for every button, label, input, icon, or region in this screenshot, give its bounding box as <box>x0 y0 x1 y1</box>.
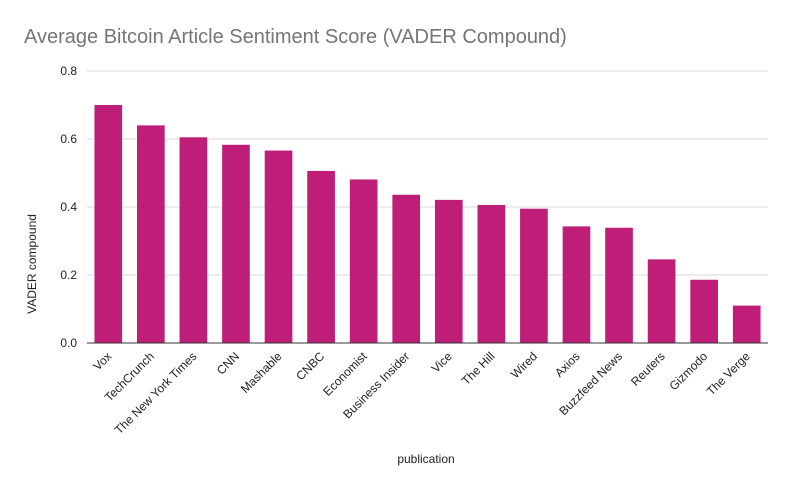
chart-title: Average Bitcoin Article Sentiment Score … <box>24 26 567 48</box>
x-tick-label: Reuters <box>628 349 668 389</box>
x-tick-label: CNBC <box>293 349 327 383</box>
bar <box>605 227 633 343</box>
bar <box>477 204 506 343</box>
bar <box>307 170 335 343</box>
bar <box>392 194 421 343</box>
x-tick-label: Mashable <box>238 349 285 396</box>
x-tick-label: CNN <box>214 349 242 377</box>
bar <box>94 105 123 343</box>
x-tick-label: Wired <box>508 349 540 381</box>
bar <box>732 305 761 343</box>
y-tick-labels: 0.0 0.2 0.4 0.6 0.8 <box>60 64 77 350</box>
x-tick-label: The Hill <box>459 349 498 388</box>
x-tick-label: Gizmodo <box>666 349 710 393</box>
bar <box>264 150 293 343</box>
y-tick-label: 0.2 <box>60 268 77 282</box>
x-tick-label: Vice <box>429 349 455 375</box>
bar <box>647 259 676 343</box>
bars <box>94 105 761 344</box>
bar <box>562 226 591 343</box>
y-tick-label: 0.8 <box>60 64 77 78</box>
y-tick-label: 0.6 <box>60 132 77 146</box>
x-tick-label: The New York Times <box>112 349 200 437</box>
bar <box>179 137 208 343</box>
y-tick-label: 0.4 <box>60 200 77 214</box>
x-tick-label: Vox <box>90 349 114 373</box>
bar <box>222 144 250 343</box>
bar <box>137 125 165 344</box>
bar <box>690 279 718 343</box>
x-axis-label: publication <box>397 452 454 466</box>
x-tick-label: The Verge <box>704 349 753 398</box>
bar <box>349 179 378 343</box>
x-tick-label: Axios <box>552 349 583 380</box>
bar <box>434 199 463 343</box>
bar <box>520 208 548 343</box>
y-axis-label: VADER compound <box>25 214 39 314</box>
y-tick-label: 0.0 <box>60 336 77 350</box>
